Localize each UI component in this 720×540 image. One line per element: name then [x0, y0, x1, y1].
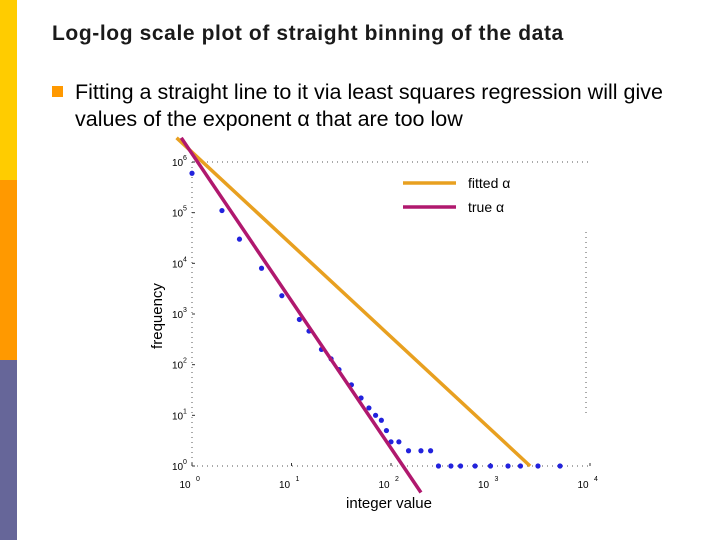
bullet-square-icon — [52, 86, 63, 97]
data-point — [258, 265, 265, 271]
fit-lines — [175, 136, 532, 494]
y-tick-exp-3: 3 — [183, 307, 187, 314]
accent-bar-blue — [0, 360, 17, 540]
data-point — [487, 463, 494, 469]
data-point — [517, 463, 524, 469]
x-tick-exp-3: 3 — [495, 476, 499, 483]
data-point — [472, 463, 478, 469]
legend: fitted α true α — [403, 175, 510, 215]
x-tick-exp-1: 1 — [296, 476, 300, 483]
data-point — [405, 448, 412, 454]
x-tick-base-3: 10 — [478, 480, 490, 491]
y-tick-base-2: 10 — [172, 361, 184, 372]
y-tick-exp-6: 6 — [183, 155, 187, 162]
data-point — [383, 427, 390, 434]
y-tick-base-4: 10 — [172, 259, 184, 270]
data-point — [296, 316, 302, 323]
x-axis-ticks: 10 0 10 1 10 2 10 3 10 4 — [179, 463, 598, 491]
y-tick-exp-0: 0 — [183, 459, 187, 466]
y-tick-exp-2: 2 — [183, 358, 187, 365]
y-tick-exp-4: 4 — [183, 256, 187, 263]
y-tick-exp-1: 1 — [183, 408, 187, 415]
x-tick-base-4: 10 — [577, 480, 589, 491]
data-point — [435, 463, 442, 469]
data-point — [557, 463, 563, 469]
accent-bar-yellow — [0, 0, 17, 180]
data-point — [366, 405, 372, 411]
x-tick-exp-4: 4 — [594, 476, 598, 483]
data-point — [396, 439, 402, 445]
data-point — [372, 412, 379, 418]
data-point — [378, 417, 384, 423]
data-point — [189, 170, 195, 176]
true-alpha-line — [179, 136, 423, 494]
x-tick-base-1: 10 — [279, 480, 291, 491]
x-axis-label: integer value — [346, 495, 432, 512]
data-point — [448, 463, 454, 469]
y-axis-label: frequency — [149, 283, 166, 349]
y-tick-base-1: 10 — [172, 411, 184, 422]
bullet-text: Fitting a straight line to it via least … — [75, 80, 663, 131]
y-tick-base-6: 10 — [172, 158, 184, 169]
x-tick-base-2: 10 — [378, 480, 390, 491]
y-tick-base-0: 10 — [172, 462, 184, 473]
data-point — [236, 236, 243, 242]
x-tick-base-0: 10 — [179, 480, 191, 491]
data-point — [279, 293, 285, 299]
accent-bar-orange — [0, 180, 17, 360]
data-point — [505, 463, 511, 469]
data-point — [219, 207, 225, 214]
x-tick-exp-0: 0 — [196, 476, 200, 483]
x-tick-exp-2: 2 — [395, 476, 399, 483]
data-point — [427, 448, 434, 454]
data-point — [418, 448, 424, 454]
y-tick-exp-5: 5 — [183, 206, 187, 213]
data-point — [535, 463, 541, 469]
legend-label-0: fitted α — [468, 175, 510, 191]
y-tick-base-5: 10 — [172, 209, 184, 220]
y-tick-base-3: 10 — [172, 310, 184, 321]
data-point — [457, 463, 464, 469]
legend-label-1: true α — [468, 199, 504, 215]
fitted-alpha-line — [175, 136, 532, 468]
slide-title: Log-log scale plot of straight binning o… — [52, 22, 564, 45]
